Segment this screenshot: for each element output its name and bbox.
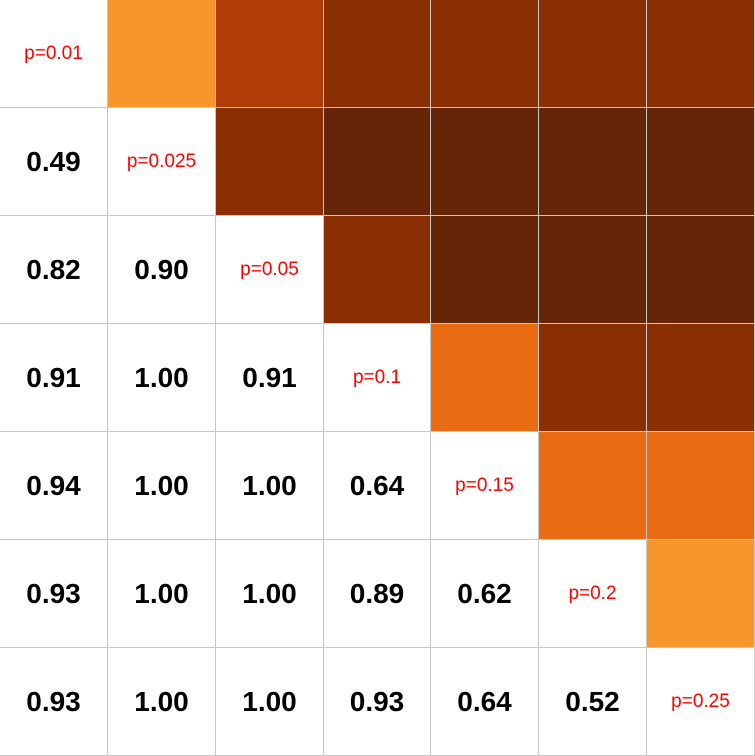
- color-cell: [324, 216, 431, 324]
- value-label: 0.93: [349, 685, 405, 717]
- color-cell: [647, 540, 755, 648]
- value-cell: 1.00: [108, 324, 216, 432]
- value-label: 0.93: [26, 577, 81, 609]
- value-cell: 0.64: [431, 648, 539, 756]
- diagonal-label: p=0.1: [352, 366, 402, 388]
- value-label: 0.89: [349, 577, 405, 609]
- color-cell: [539, 324, 647, 432]
- value-label: 0.82: [26, 253, 81, 285]
- value-cell: 0.64: [324, 432, 431, 540]
- value-cell: 0.93: [0, 648, 108, 756]
- color-cell: [647, 324, 755, 432]
- color-cell: [216, 108, 324, 216]
- diagonal-label: p=0.025: [126, 150, 197, 172]
- color-cell: [647, 432, 755, 540]
- value-label: 1.00: [134, 577, 189, 609]
- color-cell: [324, 0, 431, 108]
- value-cell: 1.00: [216, 540, 324, 648]
- value-cell: 0.94: [0, 432, 108, 540]
- value-cell: 0.89: [324, 540, 431, 648]
- value-cell: 1.00: [216, 432, 324, 540]
- value-label: 1.00: [242, 469, 297, 501]
- diagonal-cell: p=0.2: [539, 540, 647, 648]
- diagonal-cell: p=0.15: [431, 432, 539, 540]
- color-cell: [647, 0, 755, 108]
- value-cell: 0.52: [539, 648, 647, 756]
- value-label: 0.91: [26, 361, 81, 393]
- value-label: 0.93: [26, 685, 81, 717]
- diagonal-cell: p=0.25: [647, 648, 755, 756]
- diagonal-cell: p=0.05: [216, 216, 324, 324]
- value-cell: 0.93: [324, 648, 431, 756]
- value-label: 1.00: [134, 361, 189, 393]
- color-cell: [431, 216, 539, 324]
- value-label: 1.00: [134, 469, 189, 501]
- value-cell: 0.62: [431, 540, 539, 648]
- value-label: 1.00: [134, 685, 189, 717]
- color-cell: [431, 324, 539, 432]
- value-label: 0.64: [349, 469, 405, 501]
- diagonal-label: p=0.25: [671, 690, 730, 712]
- value-label: 0.49: [26, 145, 81, 177]
- value-label: 1.00: [242, 685, 297, 717]
- color-cell: [431, 0, 539, 108]
- color-cell: [539, 108, 647, 216]
- value-label: 0.64: [457, 685, 512, 717]
- diagonal-cell: p=0.01: [0, 0, 108, 108]
- value-cell: 0.93: [0, 540, 108, 648]
- color-cell: [431, 108, 539, 216]
- value-label: 0.62: [457, 577, 512, 609]
- value-cell: 1.00: [108, 648, 216, 756]
- value-cell: 0.90: [108, 216, 216, 324]
- diagonal-label: p=0.05: [240, 258, 299, 280]
- diagonal-cell: p=0.1: [324, 324, 431, 432]
- value-cell: 1.00: [108, 540, 216, 648]
- diagonal-label: p=0.01: [24, 42, 83, 64]
- value-label: 0.52: [565, 685, 620, 717]
- diagonal-label: p=0.2: [568, 582, 617, 604]
- value-cell: 0.91: [216, 324, 324, 432]
- color-cell: [539, 0, 647, 108]
- color-cell: [108, 0, 216, 108]
- diagonal-cell: p=0.025: [108, 108, 216, 216]
- color-cell: [539, 216, 647, 324]
- color-cell: [324, 108, 431, 216]
- color-cell: [539, 432, 647, 540]
- value-cell: 1.00: [108, 432, 216, 540]
- value-label: 1.00: [242, 577, 297, 609]
- value-cell: 1.00: [216, 648, 324, 756]
- value-cell: 0.82: [0, 216, 108, 324]
- value-label: 0.94: [26, 469, 81, 501]
- value-label: 0.91: [242, 361, 297, 393]
- color-cell: [647, 108, 755, 216]
- value-cell: 0.91: [0, 324, 108, 432]
- color-cell: [647, 216, 755, 324]
- value-label: 0.90: [134, 253, 189, 285]
- value-cell: 0.49: [0, 108, 108, 216]
- color-cell: [216, 0, 324, 108]
- diagonal-label: p=0.15: [455, 474, 514, 496]
